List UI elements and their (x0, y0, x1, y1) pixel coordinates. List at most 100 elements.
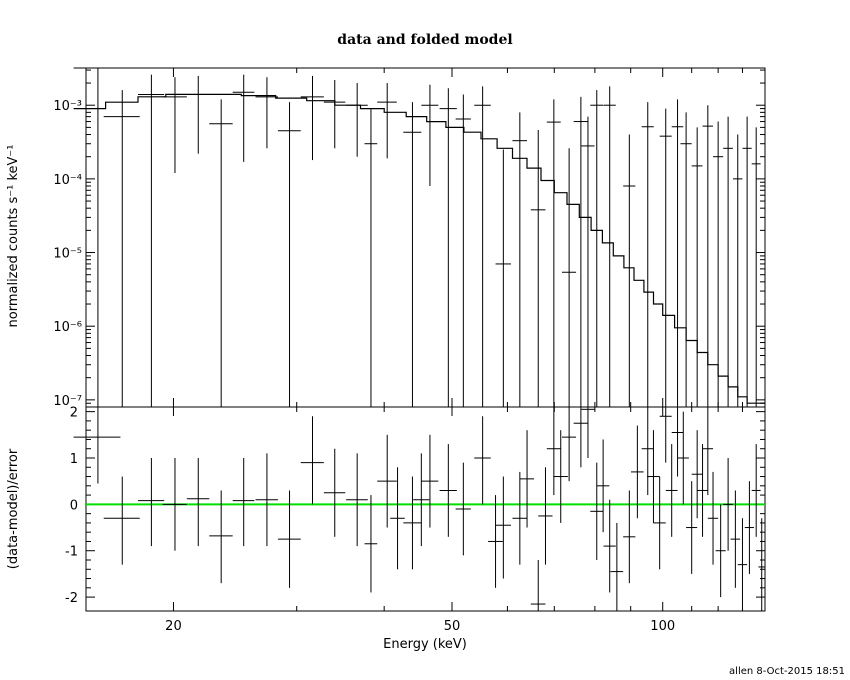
data-point (581, 116, 595, 407)
residual-point (546, 407, 561, 496)
footer-stamp: allen 8-Oct-2015 18:51 (729, 666, 845, 677)
residual-point (474, 416, 491, 505)
data-point (138, 74, 165, 407)
data-point (732, 134, 743, 407)
residual-point (512, 471, 528, 565)
spectrum-frame (85, 67, 766, 408)
residual-point (641, 407, 654, 496)
residual-point (364, 495, 378, 593)
data-point (323, 79, 346, 149)
data-point (495, 149, 511, 407)
residual-point (610, 522, 624, 611)
residual-point (277, 490, 301, 588)
residual-point (707, 471, 719, 565)
residual-point (691, 430, 703, 519)
top-y-axis-label: normalized counts s⁻¹ keV⁻¹ (6, 145, 21, 328)
y-tick-label: 0 (70, 498, 78, 513)
x-tick-label: 50 (444, 619, 461, 634)
x-tick-label: 100 (650, 619, 675, 634)
residual-point (377, 434, 397, 528)
model-step-curve (73, 93, 765, 404)
data-point (300, 75, 324, 161)
residual-point (737, 518, 748, 607)
y-tick-label: 10⁻⁴ (53, 173, 82, 188)
data-point (590, 90, 604, 407)
data-point (439, 88, 457, 407)
data-point (623, 134, 636, 407)
residual-point (603, 499, 616, 593)
data-point (751, 127, 761, 407)
residual-point (744, 481, 754, 574)
residual-point (495, 476, 511, 579)
residual-point (715, 504, 726, 598)
data-point (232, 74, 255, 162)
data-point (671, 99, 684, 407)
residual-point (653, 476, 666, 570)
data-point (680, 112, 692, 407)
residual-point (702, 407, 714, 496)
data-point (186, 75, 210, 154)
data-point (562, 148, 577, 407)
residual-point (590, 462, 604, 560)
residual-point (488, 495, 503, 588)
bottom-y-axis-label: (data-model)/error (6, 448, 21, 569)
residual-point (519, 430, 535, 528)
y-tick-label: 10⁻⁶ (53, 320, 82, 335)
data-point (603, 86, 616, 407)
data-point (364, 108, 378, 407)
residual-point (421, 434, 439, 528)
residual-point (162, 458, 187, 551)
y-tick-label: 10⁻³ (53, 99, 82, 114)
data-point (255, 77, 278, 149)
residual-point (596, 439, 610, 533)
spectrum-panel: 10⁻⁷ 10⁻⁶ 10⁻⁵ 10⁻⁴ 10⁻³ (53, 67, 766, 409)
y-tick-label: -2 (65, 591, 78, 606)
residual-point (138, 458, 165, 547)
x-tick-label: 20 (165, 619, 182, 634)
data-point (546, 99, 561, 407)
residual-point (530, 560, 546, 611)
residual-panel: 2 1 0 -1 -2 20 50 100 (65, 406, 766, 634)
y-tick-label: -1 (65, 545, 78, 560)
data-point (346, 83, 368, 157)
residual-point (346, 453, 368, 547)
residual-point (300, 416, 324, 505)
residual-point (723, 458, 733, 551)
residual-point (232, 458, 255, 547)
residual-point (209, 490, 233, 584)
data-point (73, 67, 121, 407)
residual-point (403, 476, 422, 570)
y-tick-label: 1 (70, 452, 78, 467)
residual-point (697, 444, 708, 537)
residual-point (103, 476, 140, 565)
data-point (713, 121, 724, 407)
data-point (377, 83, 397, 159)
data-point (162, 77, 187, 174)
chart-title: data and folded model (337, 32, 512, 48)
residual-point (73, 407, 121, 484)
residual-point (538, 467, 553, 565)
residual-point (647, 430, 660, 523)
data-point (103, 90, 140, 407)
x-axis-label: Energy (keV) (383, 637, 467, 652)
y-tick-label: 10⁻⁷ (53, 394, 82, 409)
residual-frame (85, 406, 766, 612)
residual-point (573, 407, 588, 468)
y-tick-label: 10⁻⁵ (53, 247, 82, 262)
residual-point (751, 444, 761, 537)
data-point (512, 112, 528, 407)
data-point (742, 116, 752, 407)
residual-point (677, 411, 689, 505)
data-point (702, 105, 714, 407)
residual-point (455, 462, 471, 556)
residual-point (553, 430, 568, 523)
data-point (659, 108, 672, 407)
residual-point (730, 490, 741, 588)
y-tick-label: 2 (70, 406, 78, 421)
data-point (277, 102, 301, 407)
data-point (573, 96, 588, 407)
residual-point (623, 490, 636, 584)
residual-point (255, 453, 278, 547)
residual-point (186, 458, 210, 547)
